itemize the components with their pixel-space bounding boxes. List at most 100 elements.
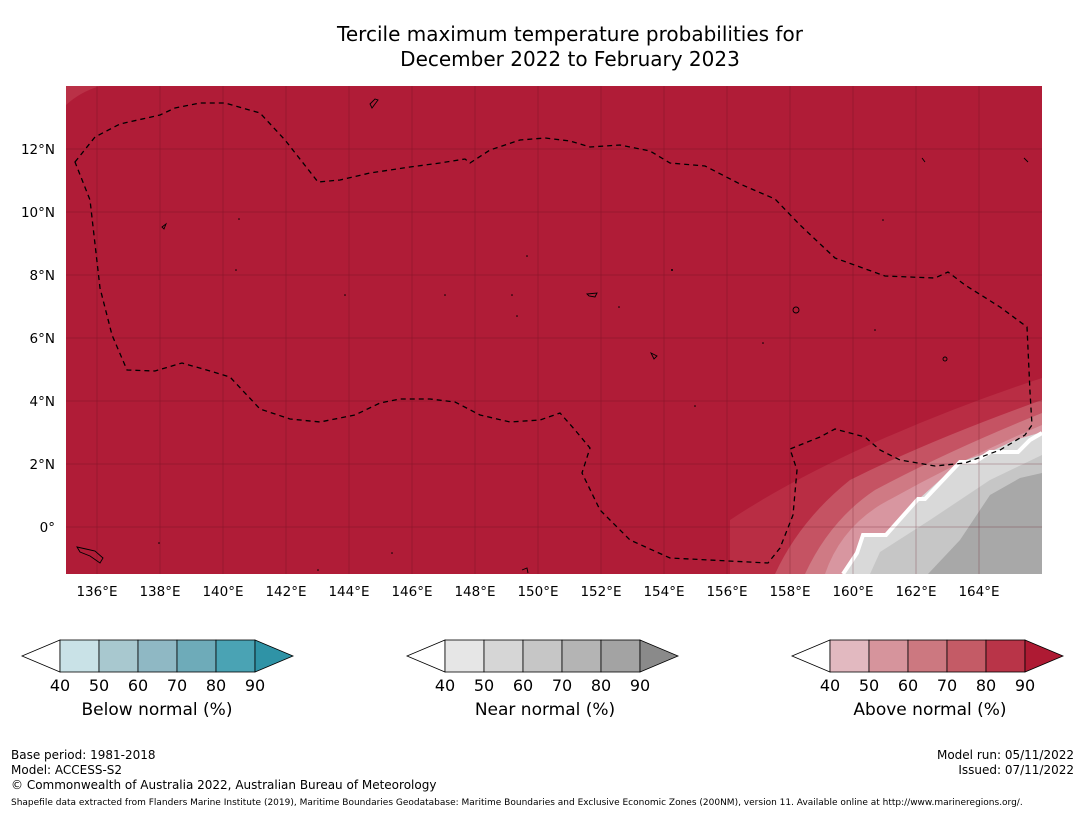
colorbar-extend-low (405, 639, 446, 673)
cbar-tick: 50 (858, 676, 880, 695)
colorbar-segment (868, 639, 909, 673)
shapefile-credit: Shapefile data extracted from Flanders M… (11, 798, 1023, 808)
colorbar-segment (907, 639, 948, 673)
colorbar-segment (215, 639, 256, 673)
colorbar-segment (522, 639, 563, 673)
lon-label: 140°E (202, 584, 243, 600)
category-boundary (841, 431, 1042, 574)
base-period: Base period: 1981-2018 (11, 748, 156, 762)
colorbar-above-ticks: 40 50 60 70 80 90 (790, 676, 1070, 696)
model-run: Model run: 05/11/2022 (936, 748, 1074, 762)
lon-label: 138°E (139, 584, 180, 600)
lon-label: 154°E (643, 584, 684, 600)
colorbar-segment (444, 639, 485, 673)
small-islets (158, 218, 884, 571)
lat-label: 12°N (21, 142, 55, 158)
issued-date: Issued: 07/11/2022 (958, 763, 1074, 777)
graticule (66, 86, 1042, 574)
longitude-labels: 136°E 138°E 140°E 142°E 144°E 146°E 148°… (76, 584, 999, 600)
colorbar-above-title: Above normal (%) (853, 700, 1007, 720)
cbar-tick: 60 (897, 676, 919, 695)
footer-left: Base period: 1981-2018 Model: ACCESS-S2 … (11, 748, 436, 793)
lon-label: 136°E (76, 584, 117, 600)
island-5 (942, 356, 948, 362)
lon-label: 144°E (328, 584, 369, 600)
colorbar-segment (985, 639, 1026, 673)
lon-label: 150°E (517, 584, 558, 600)
island-4 (792, 306, 800, 314)
colorbar-below-title: Below normal (%) (81, 700, 233, 720)
colorbar-segment (829, 639, 870, 673)
lon-label: 146°E (391, 584, 432, 600)
copyright: © Commonwealth of Australia 2022, Austra… (11, 778, 437, 792)
colorbar-extend-low (790, 639, 831, 673)
lon-label: 156°E (706, 584, 747, 600)
island-3 (586, 292, 598, 298)
latitude-labels: 12°N 10°N 8°N 6°N 4°N 2°N 0° (21, 142, 55, 536)
island-10 (521, 567, 529, 574)
footer-right: Model run: 05/11/2022 Issued: 07/11/2022 (937, 748, 1074, 778)
colorbar-segment (98, 639, 139, 673)
colorbar-segment (137, 639, 178, 673)
cbar-tick: 60 (127, 676, 149, 695)
colorbar-segment (946, 639, 987, 673)
colorbar-near-normal: 40 50 60 70 80 90 Near normal (%) (405, 638, 685, 748)
island-6 (76, 546, 104, 564)
lon-label: 160°E (832, 584, 873, 600)
lon-label: 148°E (454, 584, 495, 600)
lat-label: 0° (40, 520, 55, 536)
map-title-line2: December 2022 to February 2023 (400, 47, 740, 71)
cbar-tick: 40 (49, 676, 71, 695)
colorbar-extend-high (1024, 639, 1065, 673)
colorbar-segment (483, 639, 524, 673)
colorbar-below-ticks: 40 50 60 70 80 90 (20, 676, 300, 696)
lon-label: 162°E (895, 584, 936, 600)
cbar-tick: 90 (629, 676, 651, 695)
cbar-tick: 90 (244, 676, 266, 695)
cbar-tick: 70 (166, 676, 188, 695)
lat-label: 2°N (30, 457, 55, 473)
colorbar-near-graphic (405, 639, 680, 673)
cbar-tick: 40 (819, 676, 841, 695)
eez-boundary (74, 102, 1033, 564)
map-title: Tercile maximum temperature probabilitie… (0, 22, 1085, 72)
colorbar-below-graphic (20, 639, 295, 673)
island-9 (921, 157, 926, 163)
lon-label: 142°E (265, 584, 306, 600)
lon-label: 164°E (958, 584, 999, 600)
colorbar-extend-high (639, 639, 680, 673)
cbar-tick: 70 (936, 676, 958, 695)
lat-label: 8°N (30, 268, 55, 284)
colorbar-segment (600, 639, 641, 673)
lat-label: 6°N (30, 331, 55, 347)
lon-label: 158°E (769, 584, 810, 600)
map-title-line1: Tercile maximum temperature probabilitie… (337, 22, 803, 46)
cbar-tick: 50 (88, 676, 110, 695)
cbar-tick: 50 (473, 676, 495, 695)
islands (76, 98, 1029, 574)
near-normal-90-region (928, 473, 1042, 574)
colorbar-near-title: Near normal (%) (474, 700, 616, 720)
map-svg: 12°N 10°N 8°N 6°N 4°N 2°N 0° 136°E 138°E… (21, 86, 1042, 600)
island-2 (161, 222, 168, 230)
map-area: 12°N 10°N 8°N 6°N 4°N 2°N 0° 136°E 138°E… (21, 86, 1042, 600)
lat-label: 10°N (21, 205, 55, 221)
island-8 (1023, 157, 1029, 163)
island-1 (369, 98, 379, 109)
cbar-tick: 60 (512, 676, 534, 695)
colorbar-extend-high (254, 639, 295, 673)
island-7 (649, 351, 658, 360)
cbar-tick: 80 (205, 676, 227, 695)
colorbar-near-ticks: 40 50 60 70 80 90 (405, 676, 685, 696)
cbar-tick: 40 (434, 676, 456, 695)
cbar-tick: 70 (551, 676, 573, 695)
colorbar-segment (176, 639, 217, 673)
cbar-tick: 80 (590, 676, 612, 695)
colorbar-below-normal: 40 50 60 70 80 90 Below normal (%) (20, 638, 300, 748)
cbar-tick: 90 (1014, 676, 1036, 695)
colorbar-above-graphic (790, 639, 1065, 673)
lat-label: 4°N (30, 394, 55, 410)
colorbar-above-normal: 40 50 60 70 80 90 Above normal (%) (790, 638, 1070, 748)
colorbar-extend-low (20, 639, 61, 673)
corner-patch (66, 86, 100, 105)
